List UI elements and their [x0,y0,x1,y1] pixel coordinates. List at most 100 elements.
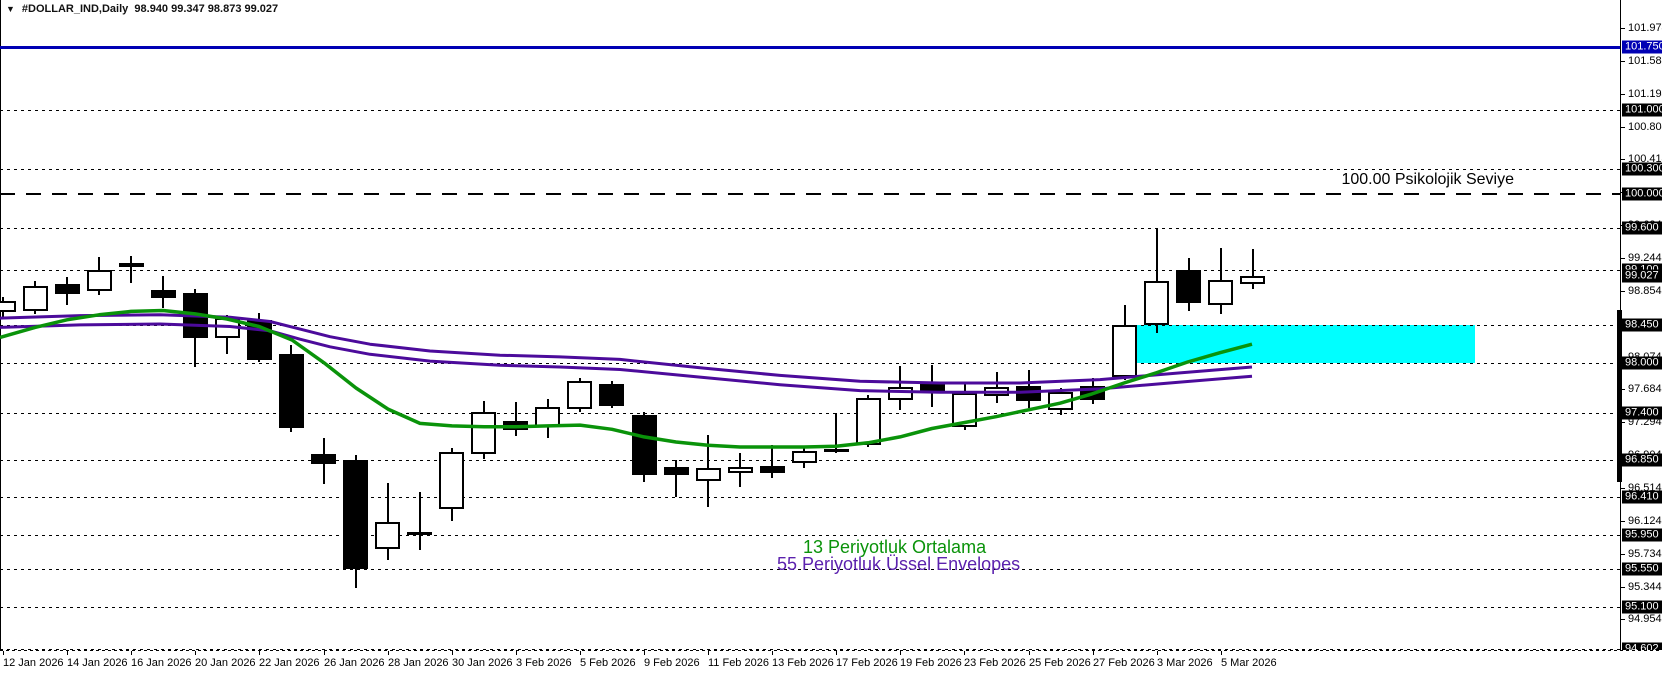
psych-level-annotation: 100.00 Psikolojik Seviye [1341,171,1514,188]
price-level-badge: 96.850 [1622,453,1662,467]
candle-body [1144,281,1170,325]
chart-title[interactable]: ▼ #DOLLAR_IND,Daily 98.940 99.347 98.873 … [6,3,278,15]
price-level-badge: 100.300 [1622,162,1662,176]
time-axis[interactable]: 12 Jan 2026 14 Jan 2026 16 Jan 2026 20 Jan … [0,650,1662,677]
date-tick [452,651,453,655]
level-line[interactable] [0,535,1620,536]
candle-body [343,459,369,570]
date-tick [900,651,901,655]
price-tick-label: 100.414 [1628,153,1662,166]
candle-body [663,467,689,475]
candle-body [599,383,625,406]
level-line[interactable] [0,649,1620,650]
price-tick-label: 95.344 [1628,580,1662,593]
price-level-badge: 95.950 [1622,528,1662,542]
candle-body [1080,385,1106,400]
candle-body [952,393,977,427]
level-line[interactable] [0,363,1620,364]
psych-level-line[interactable] [0,193,1620,195]
candle-wick [1251,249,1254,290]
price-tick [1621,28,1625,29]
candle-body [311,453,336,464]
date-tick [1093,651,1094,655]
date-tick [964,651,965,655]
date-tick-label: 22 Jan 2026 [259,657,320,669]
candle-body [471,412,497,454]
candle-body [727,467,753,474]
price-level-badge: 98.000 [1622,356,1662,370]
candle-body [1240,276,1266,284]
price-tick-label: 96.124 [1628,514,1662,527]
level-line[interactable] [0,228,1620,229]
level-line[interactable] [0,110,1620,111]
candle-body [984,387,1010,397]
candle-body [695,468,721,481]
candle-body [118,263,144,267]
candle-body [86,270,112,292]
candle-body [22,286,48,312]
level-line[interactable] [0,270,1620,271]
level-line[interactable] [0,607,1620,608]
candle-body [1016,385,1042,401]
level-line[interactable] [0,497,1620,498]
date-tick [195,651,196,655]
date-tick [580,651,581,655]
candle-wick [1155,227,1158,334]
price-tick [1621,554,1625,555]
date-tick-label: 28 Jan 2026 [388,657,449,669]
blue-resistance-line[interactable] [0,46,1620,49]
price-tick [1621,94,1625,95]
candle-wick [835,413,838,453]
candle-body [150,290,176,298]
price-level-badge: 99.600 [1622,221,1662,235]
price-tick [1621,258,1625,259]
price-tick-label: 94.954 [1628,613,1662,626]
ma-green-annotation: 13 Periyotluk Ortalama [803,537,987,557]
chart-symbol-label: #DOLLAR_IND,Daily [21,3,129,15]
price-level-badge: 97.400 [1622,406,1662,420]
date-tick-label: 3 Feb 2026 [516,657,572,669]
date-tick [516,651,517,655]
level-line[interactable] [0,413,1620,414]
level-line[interactable] [0,169,1620,170]
candle-body [759,466,785,474]
zone-rectangle[interactable] [1136,324,1475,363]
date-tick-label: 12 Jan 2026 [3,657,64,669]
date-tick-label: 13 Feb 2026 [772,657,834,669]
date-tick-label: 5 Mar 2026 [1221,657,1277,669]
candle-body [54,284,80,294]
price-tick-label: 99.244 [1628,251,1662,264]
date-tick [1029,651,1030,655]
price-tick [1621,521,1625,522]
candle-wick [771,445,774,479]
date-tick [1221,651,1222,655]
price-tick [1621,619,1625,620]
date-tick-label: 23 Feb 2026 [964,657,1026,669]
date-tick [388,651,389,655]
candle-body [1208,280,1234,306]
candle-wick [386,483,389,560]
candle-body [823,448,849,452]
level-line[interactable] [0,325,1620,326]
date-tick-label: 30 Jan 2026 [452,657,513,669]
price-tick [1621,389,1625,390]
price-level-badge: 101.000 [1622,103,1662,117]
date-tick-label: 17 Feb 2026 [836,657,898,669]
price-level-badge: 95.550 [1622,562,1662,576]
chart-dropdown-icon[interactable]: ▼ [6,4,15,14]
price-axis[interactable]: 101.974 101.584 101.194 100.804 100.414 100.0… [1620,0,1662,658]
chart-plot-area[interactable] [0,0,1620,650]
candle-body [855,398,881,446]
candle-body [631,414,657,475]
candle-wick [675,460,678,497]
candle-body [503,420,529,431]
axis-thick-segment [1617,310,1622,482]
price-tick-label: 98.854 [1628,284,1662,297]
candle-body [791,451,817,463]
level-line[interactable] [0,569,1620,570]
date-tick [67,651,68,655]
date-tick [772,651,773,655]
candle-body [246,319,272,361]
date-tick [1157,651,1158,655]
